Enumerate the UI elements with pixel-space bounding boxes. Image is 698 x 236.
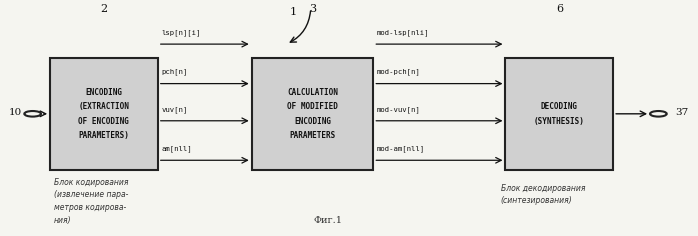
Text: 1: 1 [290,7,297,17]
FancyBboxPatch shape [252,58,373,169]
Text: vuv[n]: vuv[n] [161,106,188,113]
Text: 10: 10 [8,108,22,117]
FancyBboxPatch shape [50,58,158,169]
Text: (синтезирования): (синтезирования) [500,196,572,205]
Text: 2: 2 [101,4,108,14]
Text: Блок декодирования: Блок декодирования [500,184,585,193]
Text: mod-pch[n]: mod-pch[n] [377,69,421,76]
Text: DECODING: DECODING [541,102,578,111]
Text: 37: 37 [675,108,688,117]
Text: ния): ния) [54,216,71,225]
Text: OF MODIFIED: OF MODIFIED [287,102,338,111]
Text: (EXTRACTION: (EXTRACTION [78,102,129,111]
Text: 3: 3 [309,4,316,14]
Text: Фиг.1: Фиг.1 [313,216,343,225]
Text: mod-lsp[nli]: mod-lsp[nli] [377,29,429,36]
Text: mod-vuv[n]: mod-vuv[n] [377,106,421,113]
Text: PARAMETERS: PARAMETERS [290,131,336,140]
Text: mod-am[nll]: mod-am[nll] [377,145,425,152]
Text: am[nll]: am[nll] [161,145,192,152]
Text: метров кодирова-: метров кодирова- [54,203,126,212]
Text: PARAMETERS): PARAMETERS) [78,131,129,140]
Text: CALCULATION: CALCULATION [287,88,338,97]
Text: (извлечение пара-: (извлечение пара- [54,190,128,199]
Text: OF ENCODING: OF ENCODING [78,117,129,126]
FancyBboxPatch shape [505,58,613,169]
Text: pch[n]: pch[n] [161,69,188,76]
Text: Блок кодирования: Блок кодирования [54,178,128,187]
Text: lsp[n][i]: lsp[n][i] [161,29,200,36]
Text: ENCODING: ENCODING [85,88,122,97]
Text: ENCODING: ENCODING [294,117,331,126]
Text: 6: 6 [556,4,563,14]
Text: (SYNTHESIS): (SYNTHESIS) [534,117,585,126]
